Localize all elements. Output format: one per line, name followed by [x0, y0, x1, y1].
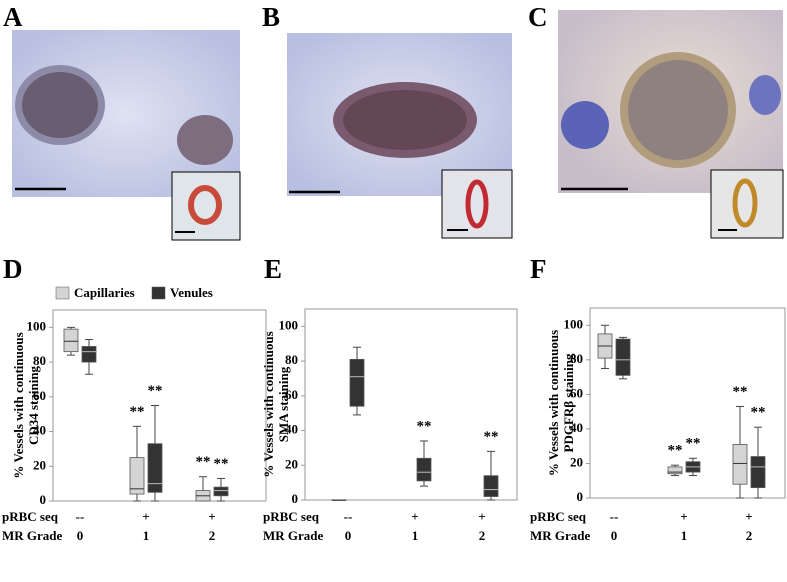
row-label: pRBC seq [530, 509, 587, 524]
box [750, 456, 766, 489]
y-axis-label: PDGFRβ staining [561, 353, 576, 452]
panel-letter: D [3, 254, 23, 284]
box [147, 443, 163, 493]
y-axis-label: % Vessels with continuous [546, 330, 561, 476]
x-tick-label: 0 [611, 528, 618, 543]
box [483, 475, 499, 497]
y-axis-label: % Vessels with continuous [261, 331, 276, 477]
y-tick-label: 0 [40, 492, 47, 507]
x-tick-label: 1 [412, 528, 419, 543]
legend-label: Capillaries [74, 285, 135, 300]
y-tick-label: 100 [279, 317, 299, 332]
box [81, 346, 97, 363]
row-label: pRBC seq [2, 509, 59, 524]
y-tick-label: 60 [285, 387, 298, 402]
row-label: MR Grade [263, 528, 324, 543]
x-tick-label: 1 [143, 528, 150, 543]
panel-letter: F [530, 254, 547, 284]
x-tick-label: + [208, 509, 215, 524]
x-tick-label: + [478, 509, 485, 524]
significance-label: ** [417, 418, 432, 434]
y-tick-label: 40 [285, 422, 298, 437]
y-tick-label: 80 [33, 353, 46, 368]
y-tick-label: 40 [570, 420, 583, 435]
x-tick-label: -- [344, 509, 353, 524]
y-tick-label: 0 [577, 489, 584, 504]
box [349, 358, 365, 407]
y-tick-label: 60 [33, 388, 46, 403]
y-tick-label: 40 [33, 423, 46, 438]
plot-frame [589, 307, 786, 499]
x-tick-label: 0 [345, 528, 352, 543]
plot-frame [304, 308, 518, 501]
box [213, 486, 229, 497]
box [667, 466, 683, 475]
y-tick-label: 20 [285, 456, 298, 471]
significance-label: ** [751, 405, 766, 421]
box [416, 457, 432, 482]
y-tick-label: 0 [292, 491, 299, 506]
legend-swatch [55, 286, 70, 300]
box [129, 457, 145, 495]
y-tick-label: 60 [570, 385, 583, 400]
x-tick-label: 0 [77, 528, 84, 543]
y-tick-label: 100 [27, 318, 47, 333]
y-axis-label: % Vessels with continuous [11, 332, 26, 478]
x-tick-label: 2 [209, 528, 216, 543]
micrograph-c [558, 10, 784, 239]
box [732, 444, 748, 485]
significance-label: ** [668, 443, 683, 459]
x-tick-label: + [680, 509, 687, 524]
x-tick-label: -- [76, 509, 85, 524]
panel-letter: A [3, 2, 23, 32]
x-tick-label: + [411, 509, 418, 524]
row-label: MR Grade [2, 528, 63, 543]
plot-frame [52, 309, 267, 502]
panel-letter: E [264, 254, 282, 284]
legend-swatch [151, 286, 166, 300]
panel-letter: C [528, 2, 548, 32]
significance-label: ** [484, 429, 499, 445]
x-tick-label: 1 [681, 528, 688, 543]
y-tick-label: 20 [570, 454, 583, 469]
micrograph-a [12, 30, 241, 241]
x-tick-label: 2 [479, 528, 486, 543]
box [615, 338, 631, 376]
y-tick-label: 100 [564, 316, 584, 331]
significance-label: ** [130, 404, 145, 420]
significance-label: ** [214, 456, 229, 472]
y-tick-label: 80 [570, 351, 583, 366]
significance-label: ** [733, 384, 748, 400]
x-tick-label: 2 [746, 528, 753, 543]
row-label: pRBC seq [263, 509, 320, 524]
box [63, 328, 79, 353]
x-tick-label: + [745, 509, 752, 524]
x-tick-label: -- [610, 509, 619, 524]
micrograph-b [287, 33, 513, 239]
y-axis-label: SMA staining [276, 366, 291, 442]
legend-label: Venules [170, 285, 213, 300]
row-label: MR Grade [530, 528, 591, 543]
significance-label: ** [196, 454, 211, 470]
y-axis-label: CD34 staining [26, 365, 41, 445]
significance-label: ** [148, 383, 163, 399]
panel-letter: B [262, 2, 280, 32]
y-tick-label: 20 [33, 457, 46, 472]
y-tick-label: 80 [285, 352, 298, 367]
significance-label: ** [686, 436, 701, 452]
x-tick-label: + [142, 509, 149, 524]
